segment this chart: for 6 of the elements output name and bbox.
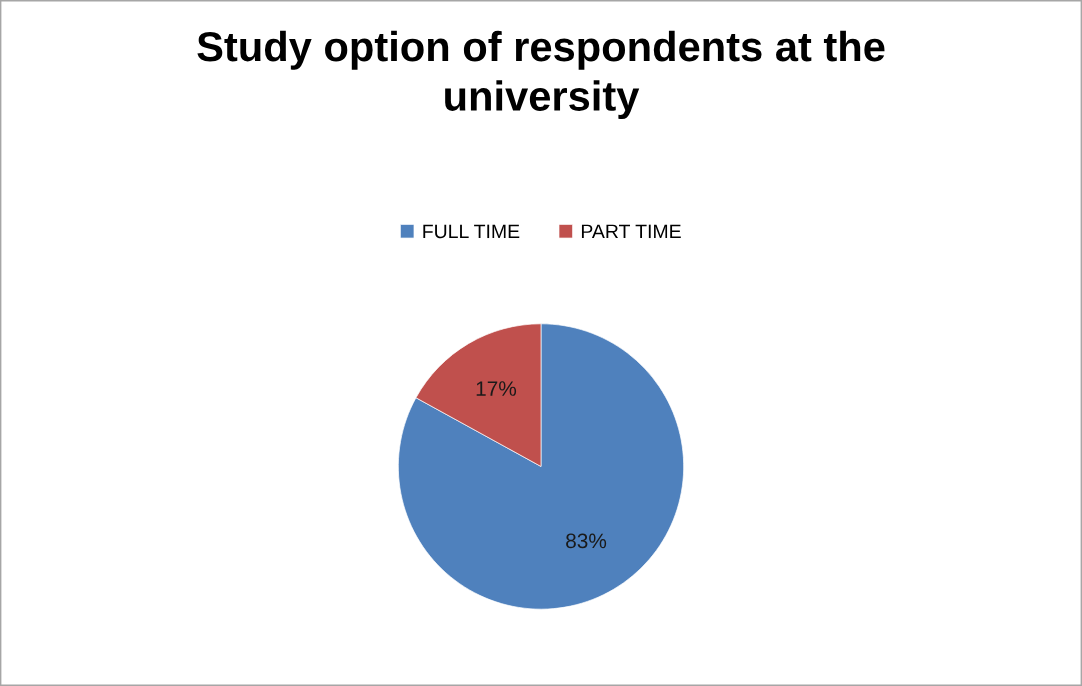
chart-title: Study option of respondents at the university bbox=[197, 30, 885, 120]
legend-label: PART TIME bbox=[581, 224, 681, 239]
legend-label: FULL TIME bbox=[423, 224, 520, 239]
pie-slice bbox=[397, 323, 685, 610]
data-label: 17% bbox=[476, 381, 517, 396]
data-label: 83% bbox=[566, 533, 607, 549]
